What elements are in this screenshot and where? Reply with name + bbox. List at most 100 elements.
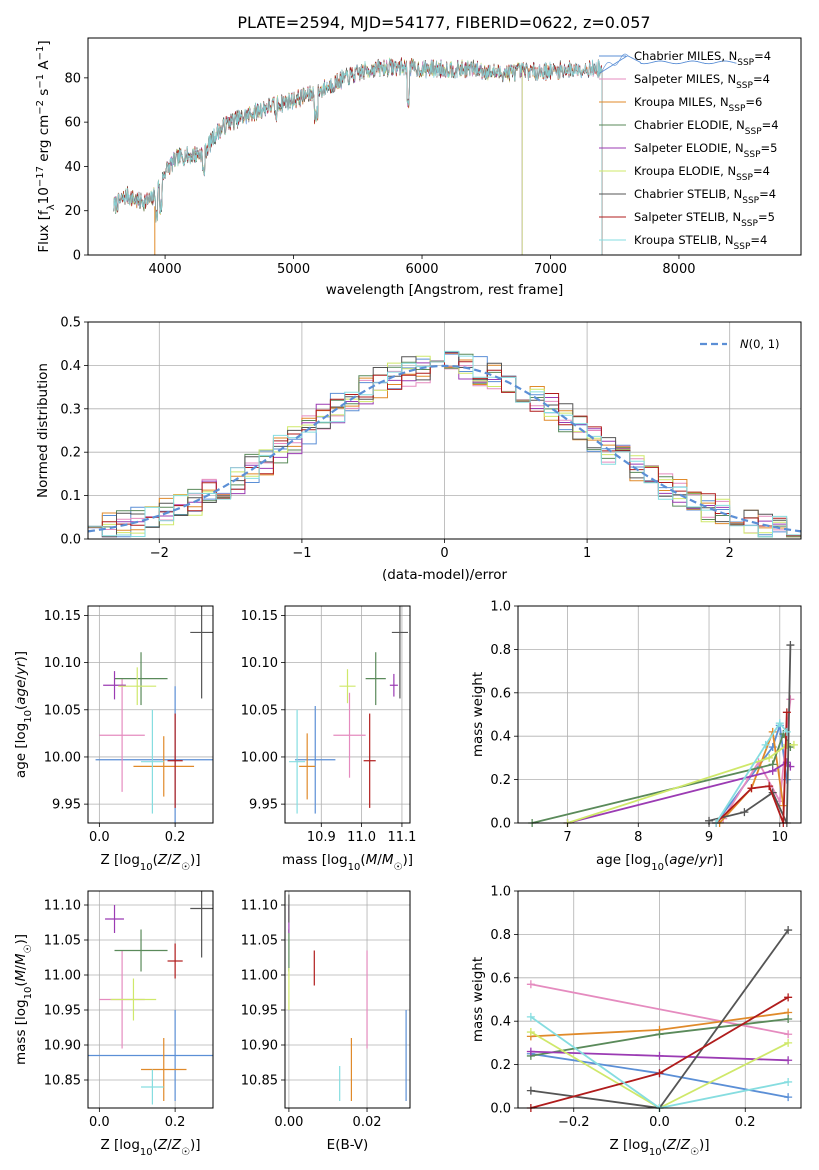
weight-series-line	[531, 731, 792, 824]
y-tick-label: 11.10	[44, 899, 81, 914]
x-tick-label: 11.0	[347, 830, 376, 845]
y-tick-label: 10.00	[44, 750, 81, 765]
weight-marker	[526, 1086, 535, 1095]
spectrum-tail-line	[599, 55, 737, 74]
axes-frame	[517, 605, 802, 824]
weight-marker	[789, 740, 798, 749]
y-tick-label: 0.3	[60, 402, 81, 417]
y-tick-label: 0.1	[60, 489, 81, 504]
legend-entry: Chabrier STELIB, NSSP=4	[634, 187, 776, 206]
y-tick-label: 1.0	[490, 885, 511, 900]
massweight-vs-age-panel: 7 8 9 10 0.0 0.2 0.4 0.6 0.8 1.0 age [log10(age/yr…	[470, 600, 802, 873]
weight-marker	[526, 1047, 535, 1056]
y-tick-label: 10.90	[241, 1039, 278, 1054]
mass-vs-ebv-panel: 0.00 0.02 10.85 10.90 10.95 11.00 11.05 11.10 E(…	[241, 890, 411, 1153]
weight-marker	[740, 808, 749, 817]
y-tick-label: 11.10	[241, 899, 278, 914]
legend-entry: Salpeter STELIB, NSSP=5	[634, 210, 775, 229]
x-tick-label: 0	[440, 546, 448, 561]
svg-text:age [log10(age/yr)]: age [log10(age/yr)]	[596, 852, 723, 873]
y-tick-label: 10.10	[241, 656, 278, 671]
weight-series-line	[530, 983, 789, 1036]
y-tick-label: 11.05	[241, 934, 278, 949]
y-tick-label: 10.10	[44, 656, 81, 671]
y-tick-label: 10.00	[241, 750, 278, 765]
massweight-vs-z-y-label: mass weight	[470, 957, 486, 1042]
weight-marker	[786, 695, 795, 704]
weight-marker	[526, 1028, 535, 1037]
figure-title: PLATE=2594, MJD=54177, FIBERID=0622, z=0…	[237, 13, 650, 32]
x-tick-label: 4000	[149, 262, 182, 277]
legend-entry: Chabrier MILES, NSSP=4	[634, 49, 771, 68]
massweight-vs-z-panel: −0.2 0.0 0.2 0.0 0.2 0.4 0.6 0.8 1.0 Z [log10(Z/Z…	[470, 885, 802, 1158]
weight-marker	[775, 719, 784, 728]
normal-curve	[87, 364, 802, 533]
x-tick-label: 0.00	[274, 1115, 303, 1130]
spectrum-panel: 4000 5000 6000 7000 8000 0 20 40 60 80 wavelength …	[35, 37, 802, 298]
legend-entry: Kroupa MILES, NSSP=6	[634, 95, 762, 114]
weight-marker	[655, 1051, 664, 1060]
weight-marker	[526, 1012, 535, 1021]
spectrum-series-line	[113, 58, 603, 255]
weight-marker	[655, 1069, 664, 1078]
weight-marker	[784, 1015, 793, 1024]
mass-vs-z-panel: 0.0 0.2 10.85 10.90 10.95 11.00 11.05 11.10 Z [l…	[13, 890, 214, 1158]
weight-marker	[765, 753, 774, 762]
weight-marker	[784, 1056, 793, 1065]
weight-marker	[784, 993, 793, 1002]
x-tick-label: 0.0	[89, 830, 110, 845]
y-tick-label: 0.2	[490, 1058, 511, 1073]
x-tick-label: 0.2	[165, 830, 186, 845]
axes-frame	[87, 37, 802, 256]
legend-entry: Kroupa ELODIE, NSSP=4	[634, 164, 770, 183]
x-tick-label: 0.0	[649, 1115, 670, 1130]
weight-marker	[784, 1093, 793, 1102]
weight-series-line	[715, 721, 788, 824]
y-tick-label: 0.6	[490, 971, 511, 986]
age-vs-z-x-label: Z [log10(Z/Z☉)]	[101, 852, 201, 873]
y-tick-label: 80	[64, 71, 81, 86]
histogram-panel: −2 −1 0 1 2 0.0 0.1 0.2 0.3 0.4 0.5 (data-model)/er…	[35, 316, 802, 583]
y-tick-label: 11.05	[44, 934, 81, 949]
y-tick-label: 11.00	[44, 969, 81, 984]
mass-vs-z-y-label: mass [log10(M/M☉)]	[13, 934, 34, 1065]
legend-entry: Kroupa STELIB, NSSP=4	[634, 233, 767, 252]
massweight-vs-z-x-label: Z [log10(Z/Z☉)]	[610, 1137, 710, 1158]
x-tick-label: 7	[563, 830, 571, 845]
x-tick-label: 1	[583, 546, 591, 561]
y-tick-label: 0.4	[490, 730, 511, 745]
y-tick-label: 0.2	[490, 773, 511, 788]
y-tick-label: 0.5	[60, 316, 81, 331]
massweight-vs-age-y-label: mass weight	[470, 672, 486, 757]
x-tick-label: 0.2	[165, 1115, 186, 1130]
legend-entry: Chabrier ELODIE, NSSP=4	[634, 118, 779, 137]
spectrum-x-label: wavelength [Angstrom, rest frame]	[326, 282, 564, 298]
weight-marker	[786, 641, 795, 650]
x-tick-label: 10	[772, 830, 789, 845]
svg-text:Z [log10(Z/Z☉)]: Z [log10(Z/Z☉)]	[101, 852, 201, 873]
y-tick-label: 10.85	[44, 1074, 81, 1089]
x-tick-label: 2	[726, 546, 734, 561]
y-tick-label: 11.00	[241, 969, 278, 984]
y-tick-label: 9.95	[249, 798, 278, 813]
weight-series-line	[567, 744, 794, 824]
y-tick-label: 60	[64, 116, 81, 131]
weight-marker	[784, 1038, 793, 1047]
age-vs-z-panel: 0.0 0.2 9.95 10.00 10.05 10.10 10.15 Z [log10(Z…	[13, 605, 214, 873]
y-tick-label: 1.0	[490, 600, 511, 615]
svg-text:age [log10(age/yr)]: age [log10(age/yr)]	[13, 651, 34, 778]
y-tick-label: 10.05	[241, 703, 278, 718]
spectrum-y-label: Flux [fλ10−17 erg cm−2 s−1 A−1]	[35, 40, 57, 252]
histogram-x-label: (data-model)/error	[382, 567, 508, 583]
y-tick-label: 0.0	[490, 1102, 511, 1117]
x-tick-label: 8	[634, 830, 642, 845]
svg-text:E(B-V): E(B-V)	[327, 1137, 369, 1153]
weight-marker	[782, 740, 791, 749]
y-tick-label: 10.95	[44, 1004, 81, 1019]
y-tick-label: 0.6	[490, 686, 511, 701]
axes-frame	[284, 890, 411, 1109]
y-tick-label: 0.0	[60, 533, 81, 548]
y-tick-label: 40	[64, 160, 81, 175]
chart-panels: 4000 5000 6000 7000 8000020406080wavelength …	[13, 37, 802, 1158]
